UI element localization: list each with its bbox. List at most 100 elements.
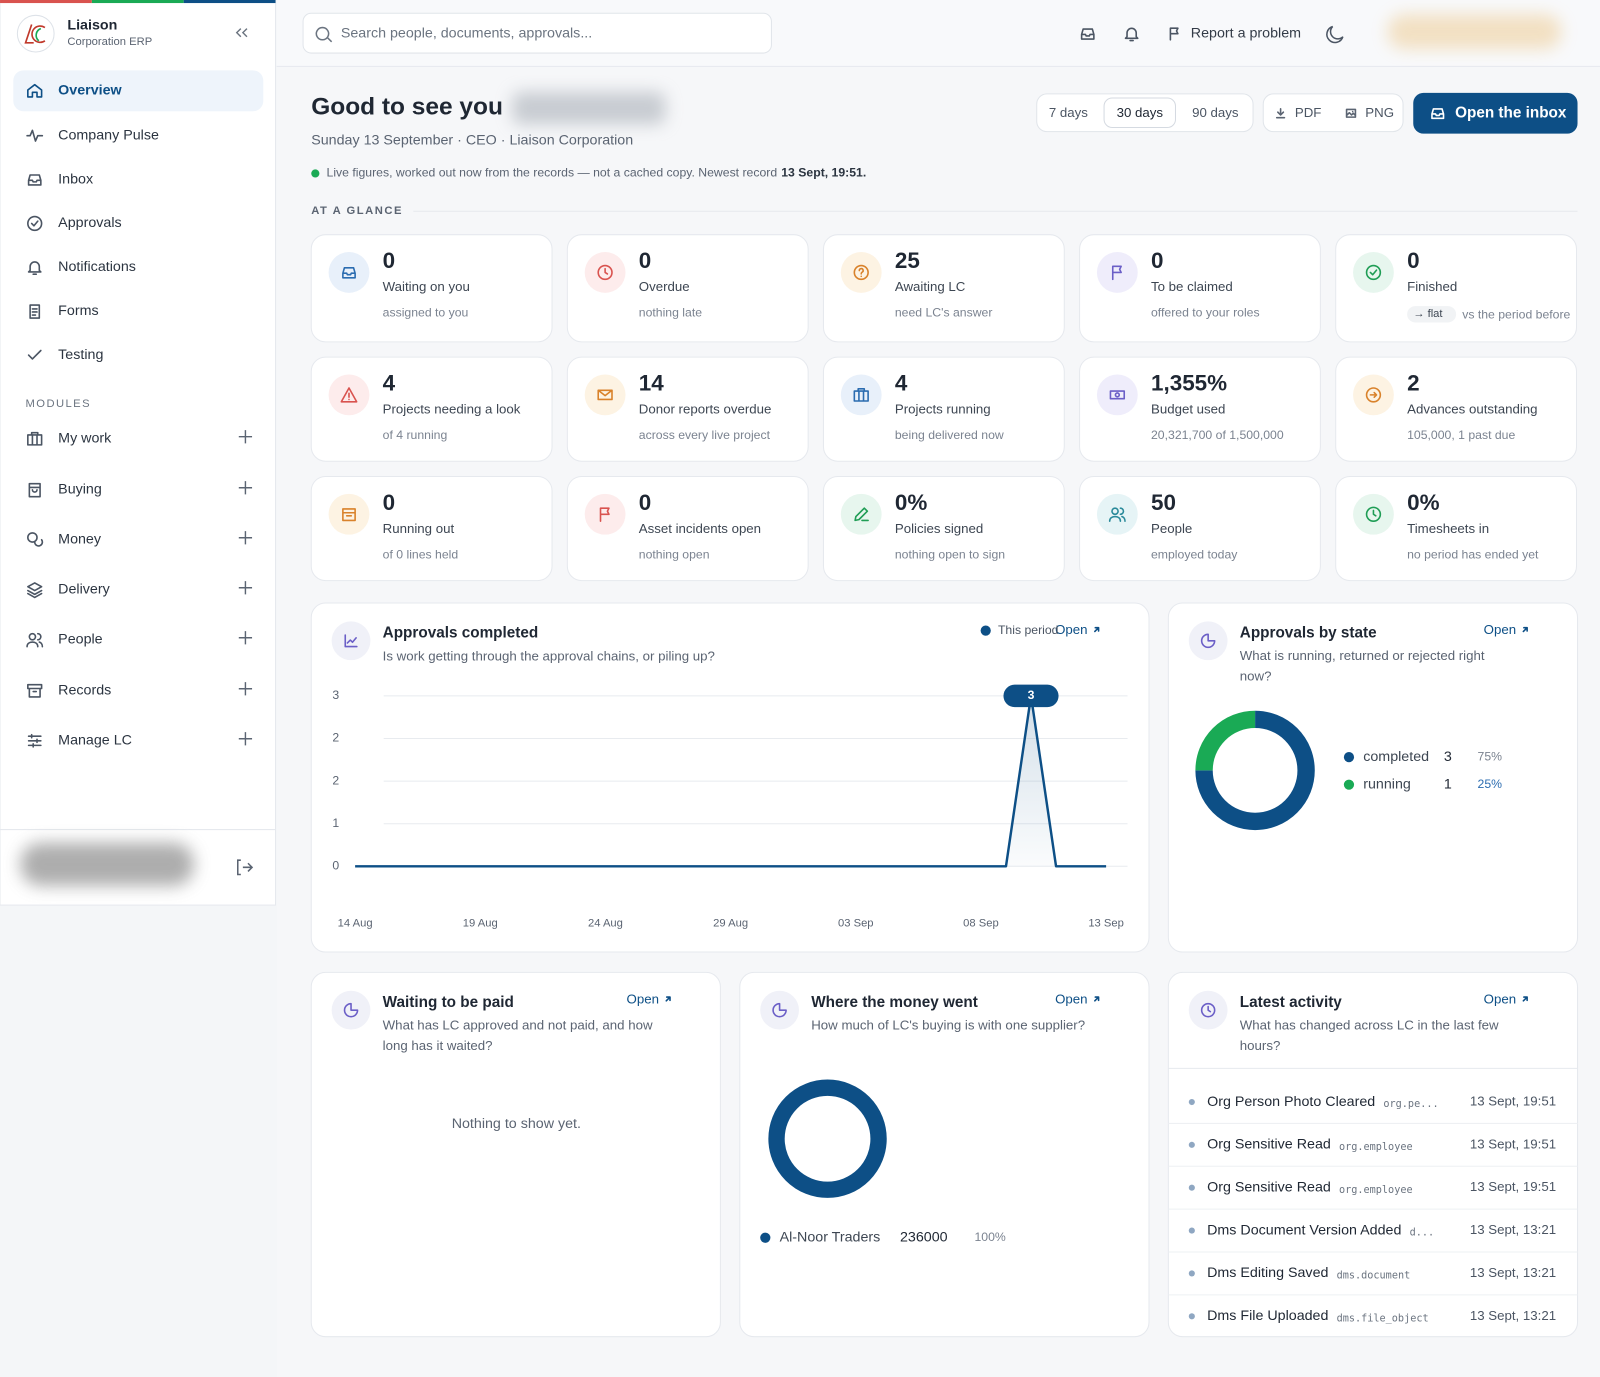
stripe [183,0,276,4]
export-option[interactable]: PDF [1295,105,1322,120]
stat-card [566,234,809,343]
nav-item[interactable]: Approvals [58,215,121,231]
activity-dot [1188,1184,1195,1191]
report-problem[interactable]: Report a problem [1191,25,1301,41]
nav-item[interactable]: Company Pulse [58,127,159,143]
nav-item[interactable]: Forms [58,303,98,319]
expand-button[interactable] [238,682,253,696]
panel-card [310,971,721,1338]
stat-label: Overdue [639,279,690,294]
legend-share: 25% [1478,777,1503,791]
live-note: Live figures, worked out now from the re… [327,166,778,180]
x-tick-label: 08 Sep [963,917,999,929]
stat-label: To be claimed [1151,279,1233,294]
open-link[interactable]: Open [627,991,659,1006]
search-placeholder[interactable]: Search people, documents, approvals... [341,25,592,41]
module-item[interactable]: People [58,632,102,648]
expand-button[interactable] [238,631,253,645]
collapse-button[interactable] [235,28,248,38]
stat-label: Finished [1407,279,1457,294]
activity-title[interactable]: Dms File Uploaded [1207,1308,1328,1324]
stat-note: no period has ended yet [1407,547,1539,561]
stat-label: Timesheets in [1407,521,1489,536]
legend-value: 236000 [900,1229,948,1245]
module-item[interactable]: My work [58,431,112,447]
range-option[interactable]: 90 days [1192,105,1239,120]
expand-button[interactable] [238,581,253,595]
panel-icon [1202,1004,1215,1017]
activity-title[interactable]: Dms Document Version Added [1207,1222,1401,1238]
panel-title: Waiting to be paid [383,994,514,1011]
module-item[interactable]: Records [58,683,111,699]
legend-share: 75% [1478,749,1503,763]
nav-item[interactable]: Testing [58,347,103,363]
stat-note: vs the period before [1462,308,1570,322]
nav-item[interactable]: Inbox [58,171,93,187]
panel-icon [773,1004,786,1017]
stat-value: 25 [895,248,920,273]
y-tick-label: 2 [332,731,339,745]
panel-subtitle-box: What has LC approved and not paid, and h… [382,1017,653,1054]
open-inbox-button[interactable] [1413,92,1578,134]
sidebar [0,0,277,906]
expand-button[interactable] [238,430,253,444]
logout-button[interactable] [237,859,254,876]
stat-label: Projects needing a look [383,402,521,417]
panel-subtitle: What has LC approved and not paid, and h… [382,1017,653,1054]
module-icon [28,583,42,598]
open-link[interactable]: Open [1055,622,1087,637]
activity-title[interactable]: Org Person Photo Cleared [1207,1094,1375,1110]
module-icon [29,484,40,497]
stat-label: Asset incidents open [639,521,761,536]
x-tick-label: 03 Sep [838,917,874,929]
activity-title[interactable]: Org Sensitive Read [1207,1179,1331,1195]
account-blurred[interactable] [1387,14,1562,49]
stat-note: nothing open to sign [895,547,1005,561]
inbox-button[interactable] [1082,29,1094,39]
range-option[interactable]: 30 days [1117,105,1164,120]
peak-label-bg [1003,684,1059,708]
activity-title[interactable]: Org Sensitive Read [1207,1137,1331,1153]
legend-label: completed [1363,749,1429,765]
stat-icon [598,390,612,399]
activity-time: 13 Sept, 13:21 [1470,1222,1556,1237]
stat-label: Policies signed [895,521,983,536]
activity-code: d... [1410,1228,1435,1239]
search-box[interactable] [302,12,772,54]
activity-title[interactable]: Dms Editing Saved [1207,1265,1328,1281]
stat-value: 4 [895,371,908,396]
expand-button[interactable] [238,531,253,545]
nav-icon [28,217,42,231]
stat-icon [855,508,868,520]
module-item[interactable]: Manage LC [58,733,132,749]
open-inbox-label[interactable]: Open the inbox [1455,104,1567,121]
export-icon [1347,109,1356,117]
open-link[interactable]: Open [1484,622,1516,637]
nav-icon [27,130,42,141]
user-blurred[interactable] [20,842,194,886]
donut-segment [1195,710,1256,771]
module-item[interactable]: Money [58,532,102,548]
stat-icon [341,388,356,402]
module-item[interactable]: Buying [58,482,102,498]
module-icon [28,685,42,697]
expand-button[interactable] [238,732,253,746]
theme-toggle[interactable] [1326,25,1344,44]
module-item[interactable]: Delivery [58,582,110,598]
range-option[interactable]: 7 days [1049,105,1088,120]
expand-button[interactable] [238,481,253,495]
stat-card [310,476,553,582]
stat-value: 0% [895,490,927,515]
notifications-button[interactable] [1126,28,1138,40]
panel-title: Where the money went [811,994,978,1011]
activity-time: 13 Sept, 13:21 [1470,1308,1556,1323]
open-link[interactable]: Open [1484,991,1516,1006]
chart-card [739,971,1150,1338]
export-option[interactable]: PNG [1365,105,1394,120]
logo-mark [35,27,42,42]
open-link[interactable]: Open [1055,991,1087,1006]
stat-value: 1,355% [1151,371,1227,396]
nav-item[interactable]: Overview [58,83,122,99]
nav-item[interactable]: Notifications [58,259,136,275]
stat-note: of 4 running [383,428,448,442]
